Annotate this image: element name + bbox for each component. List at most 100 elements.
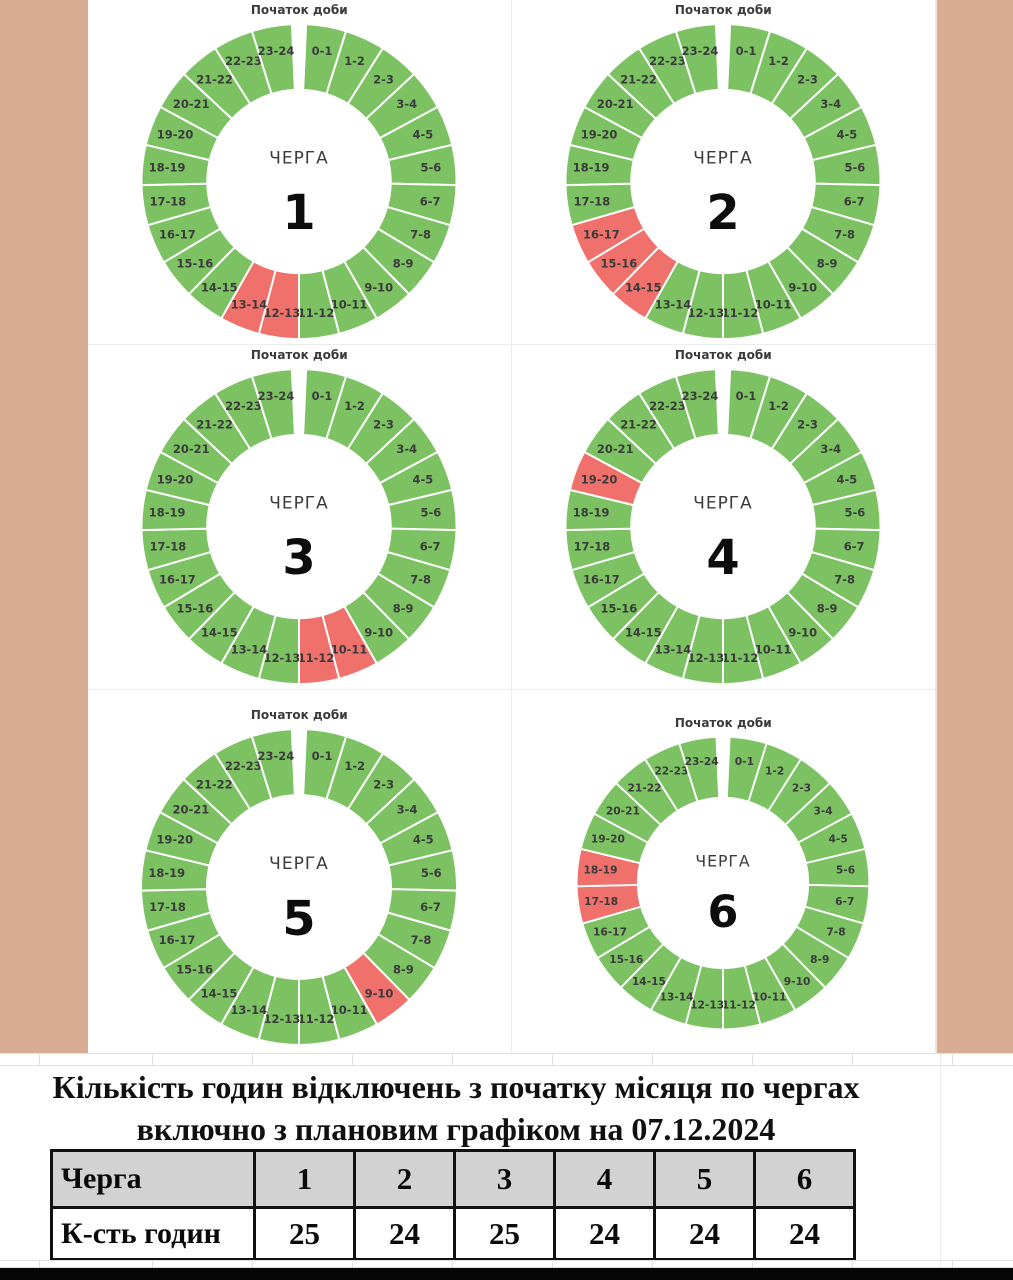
hour-label: 0-1 <box>312 389 333 403</box>
chart-queue-6[interactable]: Початок доби 0-1 1-2 2-3 3-4 4-5 5-6 6-7 7-8 8-9… <box>512 690 936 1053</box>
hour-label: 23-24 <box>258 749 295 763</box>
hour-label: 10-11 <box>331 1003 368 1017</box>
hour-label: 1-2 <box>344 399 365 413</box>
hour-label: 9-10 <box>789 625 818 639</box>
right-margin-column <box>935 0 1013 1053</box>
hour-label: 6-7 <box>420 195 441 209</box>
table-cell-hours-label[interactable]: К-сть годин <box>50 1206 256 1261</box>
hour-label: 21-22 <box>196 777 233 791</box>
table-cell-queue-4[interactable]: 4 <box>553 1149 656 1209</box>
hour-label: 11-12 <box>298 306 335 320</box>
chart-queue-number: 3 <box>283 531 316 586</box>
hour-label: 4-5 <box>837 472 858 486</box>
donut-svg-queue-1: 0-1 1-2 2-33-4 4-5 5-6 6-7 7-8 8-9 9-10 10-1111-1… <box>140 23 458 341</box>
hour-label: 15-16 <box>601 602 638 616</box>
hour-label: 13-14 <box>660 991 694 1004</box>
table-cell-hours-5[interactable]: 24 <box>653 1206 756 1261</box>
hour-label: 23-24 <box>258 389 295 403</box>
hour-label: 8-9 <box>393 962 414 976</box>
hour-label: 17-18 <box>150 195 187 209</box>
table-cell-queue-5[interactable]: 5 <box>653 1149 756 1209</box>
hour-label: 21-22 <box>196 72 233 86</box>
hour-label: 1-2 <box>768 399 789 413</box>
chart-queue-number: 2 <box>707 186 740 241</box>
hour-label: 0-1 <box>735 755 754 768</box>
hour-label: 4-5 <box>837 127 858 141</box>
hour-label: 22-23 <box>225 759 262 773</box>
table-cell-hours-6[interactable]: 24 <box>753 1206 856 1261</box>
table-cell-hours-1[interactable]: 25 <box>253 1206 356 1261</box>
hour-label: 11-12 <box>722 651 759 665</box>
hour-label: 1-2 <box>344 54 365 68</box>
chart-queue-1[interactable]: Початок доби 0-1 1-2 2-3 3-4 4-5 5-6 6-7 7-8 8-9… <box>88 0 512 345</box>
chart-queue-2[interactable]: Початок доби 0-1 1-2 2-3 3-4 4-5 5-6 6-7 7-8 8-9… <box>511 0 935 345</box>
hour-label: 7-8 <box>827 926 846 939</box>
hour-label: 16-17 <box>583 227 620 241</box>
spreadsheet-gridline <box>940 1053 941 1280</box>
hour-label: 15-16 <box>609 953 643 966</box>
hour-label: 20-21 <box>173 802 210 816</box>
hour-label: 0-1 <box>312 44 333 58</box>
hour-label: 9-10 <box>784 975 811 988</box>
hour-label: 13-14 <box>231 297 268 311</box>
hour-label: 18-19 <box>573 505 610 519</box>
hour-label: 1-2 <box>768 54 789 68</box>
table-cell-queue-1[interactable]: 1 <box>253 1149 356 1209</box>
table-cell-queue-3[interactable]: 3 <box>453 1149 556 1209</box>
hour-label: 2-3 <box>374 777 395 791</box>
hour-label: 6-7 <box>420 900 441 914</box>
hour-label: 15-16 <box>177 257 214 271</box>
hour-label: 21-22 <box>620 417 657 431</box>
chart-center-label: ЧЕРГА <box>269 854 329 874</box>
hour-label: 18-19 <box>149 505 186 519</box>
hour-label: 21-22 <box>196 417 233 431</box>
hour-label: 20-21 <box>173 442 210 456</box>
chart-title: Початок доби <box>674 3 772 17</box>
hour-label: 8-9 <box>810 953 829 966</box>
hour-label: 8-9 <box>393 602 414 616</box>
chart-queue-4[interactable]: Початок доби 0-1 1-2 2-3 3-4 4-5 5-6 6-7 7-8 8-9… <box>511 345 935 690</box>
hour-label: 11-12 <box>298 1012 335 1026</box>
donut-svg-queue-3: 0-1 1-2 2-33-4 4-5 5-6 6-7 7-8 8-9 9-10 10-1111-1… <box>140 368 458 686</box>
hour-label: 23-24 <box>258 44 295 58</box>
hour-label: 20-21 <box>173 97 210 111</box>
summary-section: Кількість годин відключень з початку міс… <box>0 1053 1013 1280</box>
hour-segment-23-24 <box>251 23 297 95</box>
hour-label: 18-19 <box>573 160 610 174</box>
hour-label: 10-11 <box>753 991 787 1004</box>
hour-label: 22-23 <box>649 399 686 413</box>
hour-label: 2-3 <box>373 417 394 431</box>
hour-label: 12-13 <box>264 306 301 320</box>
hour-segment-23-24 <box>251 368 297 440</box>
hour-label: 19-20 <box>581 472 618 486</box>
hour-label: 10-11 <box>755 642 792 656</box>
table-cell-hours-2[interactable]: 24 <box>353 1206 456 1261</box>
summary-table-header-row: Черга 1 2 3 4 5 6 <box>50 1149 856 1209</box>
hour-label: 21-22 <box>620 72 657 86</box>
hour-label: 14-15 <box>625 625 662 639</box>
hour-label: 6-7 <box>420 540 441 554</box>
hour-label: 19-20 <box>591 833 625 846</box>
table-cell-hours-4[interactable]: 24 <box>553 1206 656 1261</box>
table-cell-queue-label[interactable]: Черга <box>50 1149 256 1209</box>
hour-label: 10-11 <box>331 642 368 656</box>
hour-label: 11-12 <box>722 306 759 320</box>
hour-label: 22-23 <box>649 54 686 68</box>
chart-queue-3[interactable]: Початок доби 0-1 1-2 2-3 3-4 4-5 5-6 6-7 7-8 8-9… <box>88 345 512 690</box>
hour-label: 17-18 <box>584 895 618 908</box>
hour-label: 2-3 <box>373 72 394 86</box>
hour-label: 19-20 <box>157 127 194 141</box>
hour-label: 1-2 <box>345 759 366 773</box>
table-cell-queue-6[interactable]: 6 <box>753 1149 856 1209</box>
hour-segment-23-24 <box>251 728 297 801</box>
table-cell-hours-3[interactable]: 25 <box>453 1206 556 1261</box>
chart-queue-5[interactable]: Початок доби 0-1 1-2 2-3 3-4 4-5 5-6 6-7 7-8 8-9… <box>88 690 512 1053</box>
hour-label: 17-18 <box>150 540 187 554</box>
table-cell-queue-2[interactable]: 2 <box>353 1149 456 1209</box>
hour-label: 23-24 <box>682 44 719 58</box>
hour-label: 17-18 <box>149 900 186 914</box>
hour-label: 4-5 <box>413 127 434 141</box>
hour-label: 3-4 <box>821 97 842 111</box>
hour-label: 20-21 <box>597 442 634 456</box>
hour-label: 7-8 <box>411 572 432 586</box>
